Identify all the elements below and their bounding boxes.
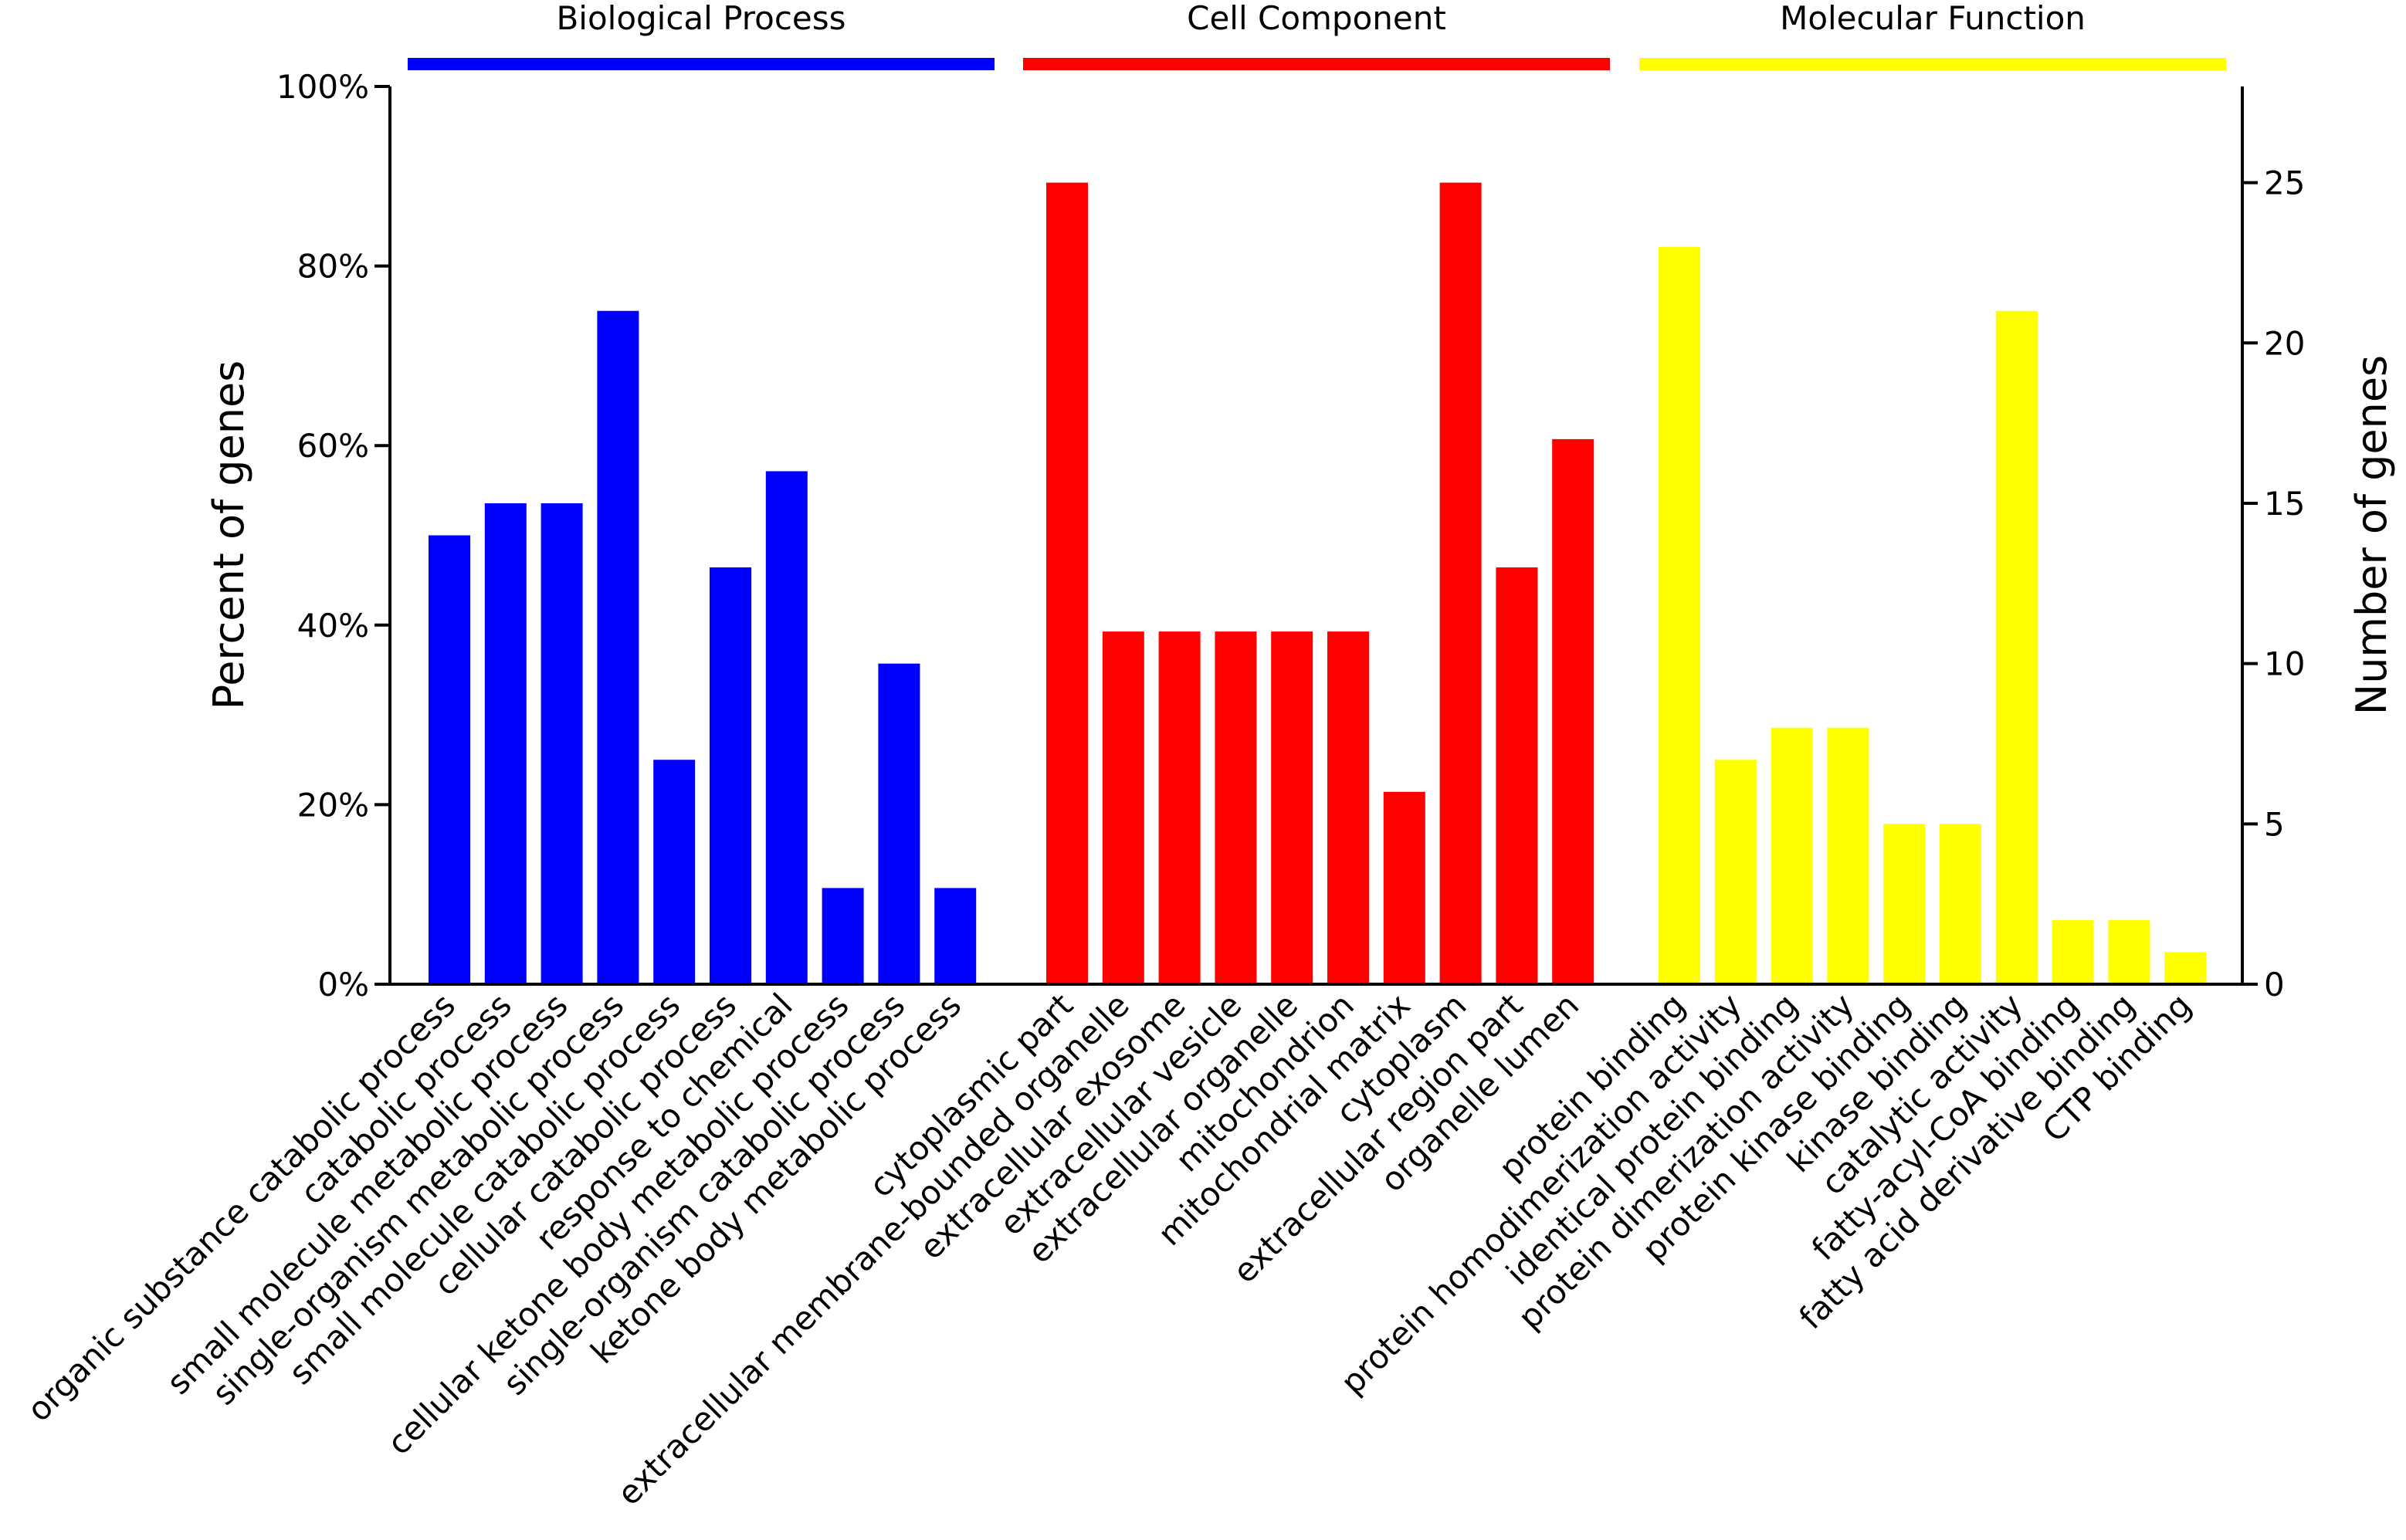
bar-biological-process-0 [429,535,470,984]
y2-tick-label: 0 [2264,966,2285,1004]
y-tick-label: 40% [297,607,369,645]
group-title-cell-component: Cell Component [1187,0,1446,37]
bar-molecular-function-0 [1659,246,1700,984]
right-y-ticks: 0 5 10 15 20 25 [2242,164,2305,1004]
y2-tick-label: 15 [2264,485,2305,523]
bar-cell-component-5 [1327,631,1369,984]
bracket-cell-component [1023,58,1610,70]
y2-tick-label: 25 [2264,164,2305,202]
y-tick-label: 100% [276,68,369,106]
bar-biological-process-7 [822,888,864,984]
bar-cell-component-4 [1271,631,1313,984]
bar-cell-component-3 [1215,631,1257,984]
bar-biological-process-2 [541,503,583,984]
left-y-ticks: 0% 20% 40% 60% 80% 100% [276,68,390,1004]
bar-molecular-function-6 [1995,310,2038,984]
group-brackets: Biological Process Cell Component Molecula… [408,0,2226,70]
bar-cell-component-7 [1439,182,1482,984]
bar-cell-component-2 [1158,631,1201,984]
y2-tick-label: 5 [2264,805,2285,843]
bar-cell-component-0 [1046,182,1088,984]
bar-cell-component-8 [1496,567,1538,984]
y-tick-label: 20% [297,786,369,824]
bar-cell-component-1 [1102,631,1144,984]
bar-molecular-function-8 [2108,919,2150,984]
bar-molecular-function-4 [1883,824,1926,984]
bar-cell-component-6 [1383,791,1425,984]
bar-biological-process-4 [653,760,696,984]
axes [388,86,2244,986]
bar-molecular-function-9 [2164,952,2207,984]
bar-biological-process-8 [878,663,920,984]
bracket-biological-process [408,58,995,70]
bar-molecular-function-5 [1940,824,1981,984]
y-tick-label: 0% [317,966,369,1004]
y2-axis-title: Number of genes [2347,355,2396,715]
bar-biological-process-3 [597,310,639,984]
y-axis-title: Percent of genes [205,360,253,710]
bracket-molecular-function [1639,58,2226,70]
y-tick-label: 60% [297,427,369,465]
bars [429,182,2207,984]
group-title-biological-process: Biological Process [556,0,845,37]
y2-tick-label: 20 [2264,324,2305,362]
group-title-molecular-function: Molecular Function [1780,0,2086,37]
bar-molecular-function-3 [1827,727,1869,984]
bar-molecular-function-1 [1714,760,1757,984]
y-tick-label: 80% [297,248,369,286]
bar-molecular-function-2 [1771,727,1813,984]
bar-biological-process-9 [934,888,977,984]
y2-tick-label: 10 [2264,645,2305,683]
bar-biological-process-5 [710,567,751,984]
bar-biological-process-6 [765,471,808,984]
bar-biological-process-1 [484,503,527,984]
bar-cell-component-9 [1552,438,1594,984]
category-labels: organic substance catabolic processcatab… [20,986,2199,1512]
bar-molecular-function-7 [2052,919,2094,984]
